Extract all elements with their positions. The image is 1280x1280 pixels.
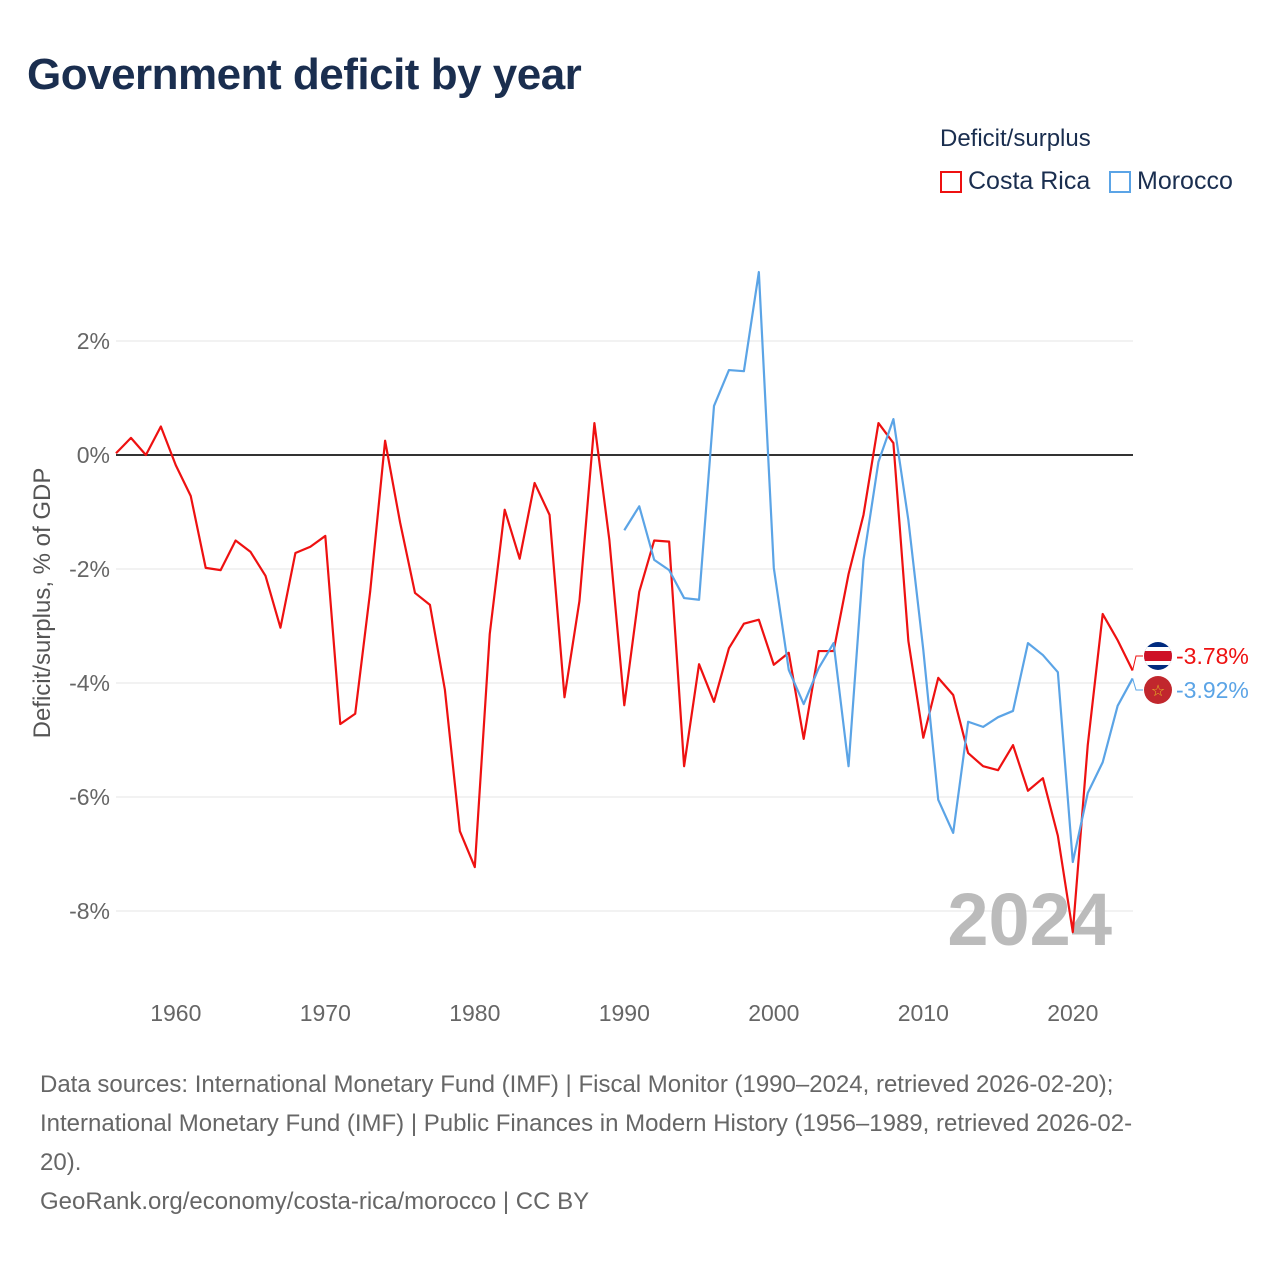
attribution-link[interactable]: GeoRank.org/economy/costa-rica/morocco |…	[40, 1188, 590, 1215]
x-tick-label: 1980	[449, 1000, 500, 1026]
source-line: International Monetary Fund (IMF) | Publ…	[40, 1110, 1133, 1137]
legend-swatch	[940, 170, 962, 193]
morocco-flag-icon	[1144, 676, 1172, 704]
series-line-costa-rica	[115, 421, 1134, 934]
y-axis-label: Deficit/surplus, % of GDP	[29, 468, 56, 739]
legend-swatch	[1109, 170, 1131, 193]
legend-label: Costa Rica	[968, 167, 1091, 195]
series-line-morocco	[623, 270, 1134, 864]
x-tick-label: 2010	[898, 1000, 949, 1026]
y-tick-label: -2%	[69, 556, 110, 582]
legend-label: Morocco	[1137, 167, 1233, 195]
end-value-label: -3.92%	[1176, 677, 1249, 703]
legend-item-costa-rica[interactable]: Costa Rica	[940, 167, 1090, 196]
y-tick-label: -8%	[69, 898, 110, 924]
x-tick-label: 2020	[1047, 1000, 1098, 1026]
source-line: 20).	[40, 1149, 82, 1176]
costa-rica-flag-icon	[1144, 642, 1172, 670]
legend-item-morocco[interactable]: Morocco	[1109, 167, 1233, 196]
end-connector	[1132, 678, 1143, 691]
y-tick-label: 0%	[77, 442, 110, 468]
y-tick-label: 2%	[77, 328, 110, 354]
end-value-label: -3.78%	[1176, 643, 1249, 669]
y-tick-label: -6%	[69, 784, 110, 810]
flag-stripe	[1144, 651, 1172, 661]
x-tick-label: 1990	[599, 1000, 650, 1026]
legend-title: Deficit/surplus	[940, 125, 1091, 152]
chart-title: Government deficit by year	[27, 50, 582, 99]
x-tick-label: 2000	[748, 1000, 799, 1026]
year-watermark: 2024	[947, 878, 1112, 961]
end-connector	[1132, 655, 1143, 671]
source-line: Data sources: International Monetary Fun…	[40, 1071, 1114, 1098]
y-tick-label: -4%	[69, 670, 110, 696]
star-icon: ☆	[1151, 683, 1165, 700]
x-tick-label: 1970	[300, 1000, 351, 1026]
x-tick-label: 1960	[150, 1000, 201, 1026]
